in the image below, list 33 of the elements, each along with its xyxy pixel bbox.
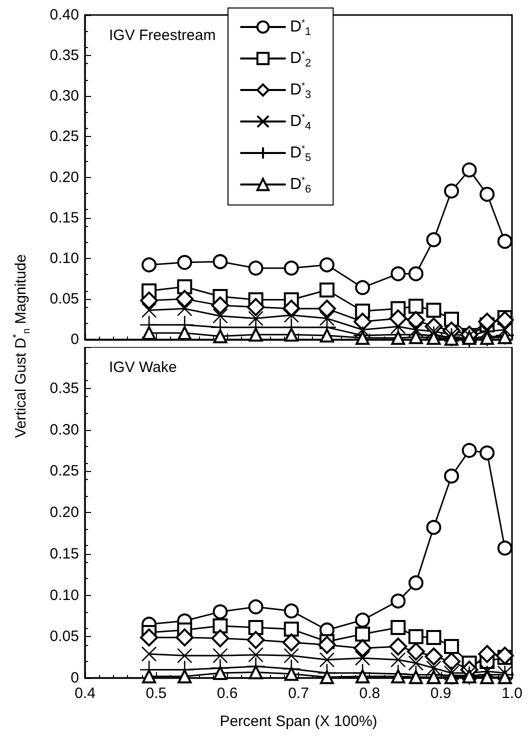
x-tick-label: 0.8 [359,685,380,702]
y-tick-label: 0.25 [50,128,79,146]
legend-label: D*6 [290,175,312,196]
legend-label: D*3 [290,80,312,101]
y-tick-label: 0 [70,331,79,348]
x-tick-label: 0.5 [146,685,167,702]
x-axis-title: Percent Span (X 100%) [220,713,378,730]
legend-label: D*5 [290,144,312,164]
y-tick-label: 0.30 [50,88,79,105]
y-tick-label: 0.40 [50,6,79,24]
y-tick-label: 0.20 [50,504,79,521]
y-tick-label: 0.15 [50,209,79,226]
y-tick-label: 0.20 [50,168,79,186]
y-tick-label: 0.05 [50,290,79,308]
y-tick-label: 0 [70,670,79,686]
y-tick-label: 0.35 [50,380,79,397]
y-tick-label: 0.25 [50,462,79,480]
legend-label: D*4 [290,112,312,132]
y-tick-label: 0.10 [50,250,79,267]
y-tick-label: 0.05 [50,628,79,646]
text: IGV Freestream [109,27,216,44]
legend-label: D*2 [290,49,312,70]
x-tick-label: 0.6 [216,685,238,702]
x-tick-label: 0.7 [288,685,309,702]
y-tick-label: 0.30 [50,421,79,438]
x-tick-label: 1.0 [502,685,522,702]
y-tick-label: 0.15 [50,545,79,562]
y-tick-label: 0.35 [50,47,79,64]
y-tick-label: 0.10 [50,586,79,604]
x-tick-label: 0.9 [430,685,452,702]
x-tick-label: 0.4 [74,685,96,702]
legend-label: D*1 [290,18,312,38]
text: IGV Wake [109,359,177,376]
